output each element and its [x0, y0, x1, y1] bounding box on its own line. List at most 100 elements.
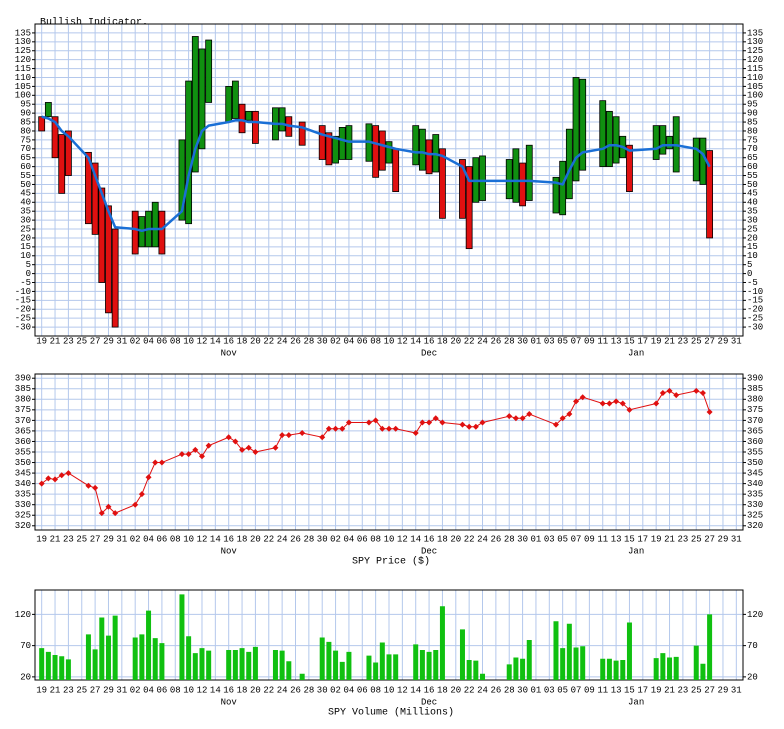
- price-marker: [192, 446, 199, 453]
- price-marker: [178, 451, 185, 458]
- y-tick-label: 330: [15, 500, 31, 510]
- volume-bar: [146, 610, 152, 680]
- x-tick-label: 06: [156, 685, 167, 695]
- price-marker: [386, 425, 392, 432]
- up-bar: [151, 201, 159, 248]
- price-marker: [659, 389, 666, 396]
- x-tick-label: 17: [637, 534, 648, 544]
- volume-bar: [426, 651, 432, 680]
- x-tick-label: 29: [718, 534, 729, 544]
- volume-bar: [379, 642, 385, 680]
- volume-bar: [613, 660, 619, 680]
- y-tick-label: 75: [747, 135, 758, 145]
- price-marker: [339, 425, 346, 432]
- down-bar: [325, 132, 333, 166]
- x-tick-label: 10: [384, 534, 395, 544]
- x-tick-label: 22: [464, 685, 475, 695]
- volume-bar: [413, 644, 419, 680]
- price-marker: [619, 400, 626, 407]
- x-tick-label: 25: [691, 336, 702, 346]
- price-marker: [239, 446, 246, 453]
- price-marker: [85, 482, 92, 489]
- y-tick-label: 325: [15, 511, 31, 521]
- x-tick-label: 30: [517, 534, 528, 544]
- y-tick-label: 25: [747, 224, 758, 234]
- volume-bar: [159, 643, 165, 680]
- x-tick-label: 18: [237, 534, 248, 544]
- chart-title: SPY Price ($): [352, 556, 430, 568]
- price-marker: [325, 425, 332, 432]
- up-bar: [385, 141, 393, 164]
- x-tick-label: 22: [464, 534, 475, 544]
- x-tick-label: 16: [223, 534, 234, 544]
- x-tick-label: 21: [50, 685, 61, 695]
- down-bar: [252, 110, 259, 144]
- price-marker: [606, 400, 613, 407]
- up-bar: [245, 110, 253, 121]
- volume-bar: [580, 646, 586, 680]
- y-tick-label: 20: [20, 672, 31, 682]
- price-marker: [526, 411, 533, 418]
- x-tick-label: 19: [651, 336, 662, 346]
- x-tick-label: 08: [370, 685, 381, 695]
- x-tick-label: 07: [571, 336, 582, 346]
- volume-bar: [39, 648, 45, 680]
- x-tick-label: 01: [531, 685, 542, 695]
- x-tick-label: 03: [544, 534, 555, 544]
- up-bar: [231, 80, 239, 119]
- x-tick-label: 27: [704, 685, 715, 695]
- price-marker: [252, 449, 259, 455]
- moving-average-line: [41, 115, 711, 233]
- price-marker: [439, 419, 446, 426]
- volume-bar: [59, 656, 65, 680]
- down-bar: [38, 116, 46, 132]
- x-tick-label: 21: [664, 336, 675, 346]
- panel: 19 21 23 25 27 29 31 02 04 06 08 10 12 14 16 18 20 22 24 26…: [15, 373, 763, 568]
- x-tick-label: 18: [237, 336, 248, 346]
- volume-bar: [626, 622, 632, 680]
- x-tick-label: 29: [718, 685, 729, 695]
- price-marker: [372, 417, 379, 424]
- x-tick-label: 22: [263, 534, 274, 544]
- x-tick-label: 29: [103, 336, 114, 346]
- y-tick-label: 30: [747, 215, 758, 225]
- x-tick-label: 18: [437, 534, 448, 544]
- x-tick-label: 15: [624, 534, 635, 544]
- up-bar: [338, 127, 346, 160]
- down-bar: [105, 205, 112, 314]
- x-tick-label: 16: [424, 534, 435, 544]
- price-marker: [98, 510, 105, 517]
- volume-bar: [419, 650, 425, 680]
- x-tick-label: 02: [130, 685, 141, 695]
- volume-bar: [246, 651, 252, 680]
- price-marker: [479, 419, 486, 426]
- down-bar: [238, 103, 246, 134]
- x-tick-label: 19: [36, 685, 47, 695]
- y-tick-label: 35: [747, 207, 758, 217]
- x-tick-label: 28: [303, 336, 314, 346]
- price-marker: [699, 389, 706, 396]
- y-tick-label: 5: [747, 260, 752, 270]
- x-tick-label: 14: [410, 534, 421, 544]
- y-tick-label: 65: [747, 153, 758, 163]
- volume-bar: [520, 658, 526, 680]
- y-tick-label: 20: [747, 233, 758, 243]
- volume-bar: [459, 629, 465, 680]
- y-tick-label: 60: [747, 162, 758, 172]
- up-bar: [512, 148, 520, 203]
- price-marker: [559, 415, 566, 422]
- volume-bar: [553, 621, 559, 680]
- y-tick-label: 385: [15, 384, 31, 394]
- x-tick-label: 23: [63, 685, 74, 695]
- y-tick-label: 320: [747, 521, 763, 531]
- x-tick-label: 19: [36, 336, 47, 346]
- down-bar: [85, 151, 92, 225]
- y-tick-label: 65: [20, 153, 31, 163]
- y-tick-label: 370: [747, 416, 763, 426]
- y-tick-label: 45: [747, 189, 758, 199]
- y-tick-label: 95: [747, 100, 758, 110]
- up-bar: [44, 102, 52, 118]
- x-tick-label: 03: [544, 685, 555, 695]
- up-bar: [185, 80, 193, 225]
